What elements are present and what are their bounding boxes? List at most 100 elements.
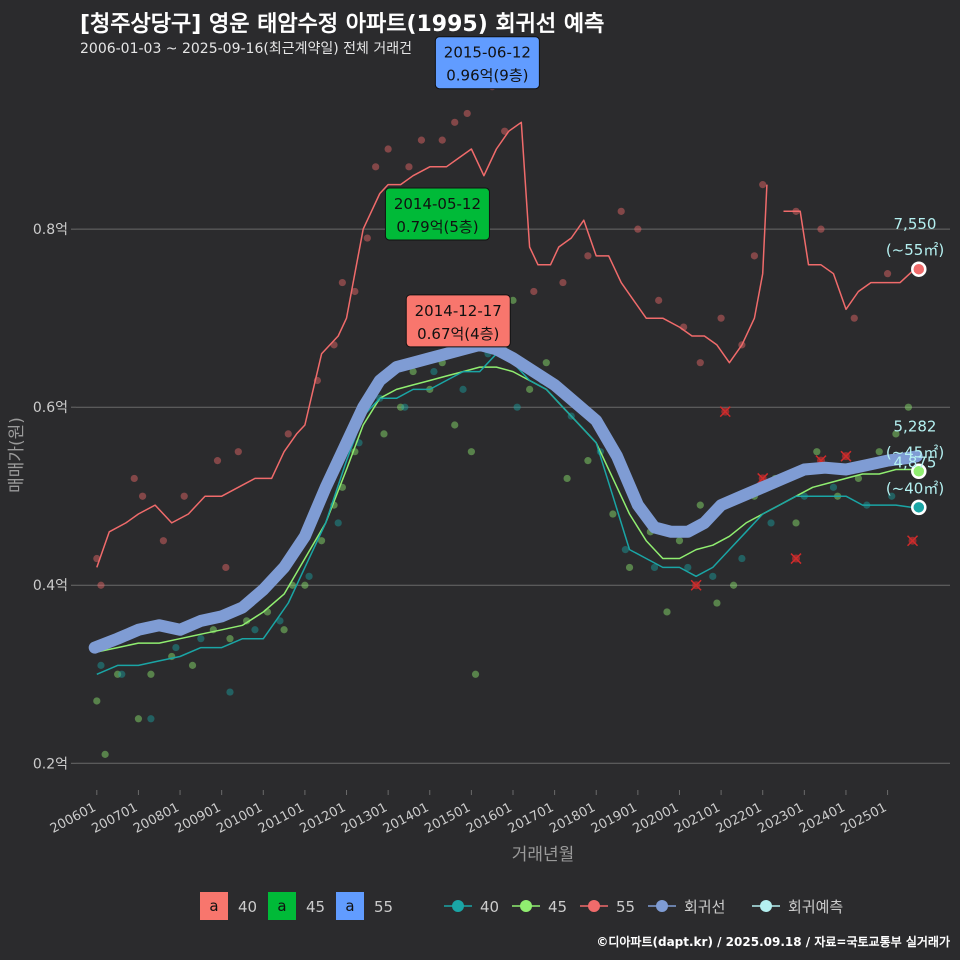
scatter-point-s55 <box>97 581 105 589</box>
annotation-value: 0.79억(5층) <box>396 218 478 236</box>
forecast-value-label: 7,550 <box>894 215 937 233</box>
recent-deal-cross <box>719 406 731 418</box>
scatter-point-s40 <box>767 519 775 527</box>
scatter-point-s40 <box>459 385 467 393</box>
scatter-point-s40 <box>684 563 692 572</box>
scatter-point-s40 <box>251 626 259 634</box>
scatter-point-s40 <box>97 661 105 669</box>
chart-subtitle: 2006-01-03 ~ 2025-09-16(최근계약일) 전체 거래건 <box>80 41 412 57</box>
chart-title: [청주상당구] 영운 태암수정 아파트(1995) 회귀선 예측 <box>80 12 605 37</box>
scatter-point-s55 <box>234 448 242 456</box>
x-axis-label: 거래년월 <box>512 845 575 865</box>
annotation-date: 2015-06-12 <box>444 44 531 62</box>
legend-line-text: 회귀예측 <box>788 898 843 916</box>
forecast-point-s55 <box>911 261 927 277</box>
scatter-point-s45 <box>526 385 534 393</box>
scatter-point-s55 <box>138 492 147 500</box>
scatter-point-s45 <box>584 457 592 465</box>
scatter-point-s55 <box>750 252 758 260</box>
scatter-point-s55 <box>338 278 346 287</box>
forecast-area-label: (~45㎡) <box>886 443 944 461</box>
y-tick-label: 0.4억 <box>33 578 68 594</box>
annotation-box <box>384 187 490 241</box>
x-tick-label: 202501 <box>839 800 890 837</box>
legend-label-glyph: a <box>209 897 218 915</box>
legend-label-text: 40 <box>238 898 257 916</box>
scatter-point-s45 <box>147 670 155 678</box>
scatter-point-s40 <box>147 715 155 723</box>
scatter-point-s45 <box>663 608 671 616</box>
recent-deal-cross <box>840 450 852 462</box>
scatter-point-s40 <box>513 403 521 411</box>
scatter-point-s40 <box>650 563 659 572</box>
scatter-point-s55 <box>501 127 509 135</box>
scatter-point-s45 <box>243 617 251 625</box>
scatter-point-s55 <box>284 430 292 438</box>
annotation-value: 0.67억(4층) <box>417 325 499 343</box>
x-tick-label: 200901 <box>173 800 224 837</box>
scatter-point-s40 <box>888 492 896 500</box>
x-tick-label: 202201 <box>714 800 765 837</box>
recent-deal-cross <box>690 579 702 591</box>
scatter-point-s45 <box>93 697 101 705</box>
scatter-point-s45 <box>263 608 272 616</box>
scatter-point-s45 <box>713 599 721 607</box>
legend-line-marker <box>520 900 532 912</box>
annotation-box <box>434 36 540 90</box>
legend-line-text: 회귀선 <box>684 898 725 916</box>
scatter-point-s55 <box>384 145 392 153</box>
x-tick-label: 202301 <box>755 800 806 837</box>
scatter-point-s55 <box>405 163 413 171</box>
scatter-point-s55 <box>717 314 725 322</box>
scatter-point-s55 <box>655 296 663 304</box>
scatter-point-s40 <box>334 519 342 527</box>
x-tick-label: 202401 <box>797 800 848 837</box>
legend-label-swatch <box>200 892 228 920</box>
scatter-point-s55 <box>417 136 426 144</box>
scatter-point-s45 <box>675 537 684 545</box>
scatter-point-s55 <box>817 225 825 233</box>
scatter-point-s45 <box>904 403 912 411</box>
x-tick-label: 200601 <box>48 800 99 837</box>
scatter-point-s40 <box>738 554 746 563</box>
legend-line-marker <box>588 900 600 912</box>
scatter-point-s45 <box>813 448 821 456</box>
scatter-point-s40 <box>829 483 838 491</box>
scatter-point-s55 <box>759 181 767 189</box>
scatter-point-s40 <box>118 670 126 678</box>
scatter-point-s55 <box>617 207 625 215</box>
scatter-point-s45 <box>696 501 704 509</box>
scatter-point-s45 <box>563 474 571 483</box>
annotation-box <box>405 294 511 348</box>
scatter-point-s55 <box>530 287 538 296</box>
source-caption: ©디아파트(dapt.kr) / 2025.09.18 / 자료=국토교통부 실… <box>596 935 950 949</box>
scatter-point-s45 <box>409 367 417 376</box>
scatter-point-s45 <box>467 448 475 456</box>
forecast-area-label: (~55㎡) <box>886 241 944 259</box>
forecast-value-label: 4,875 <box>894 453 937 471</box>
scatter-point-s40 <box>430 367 438 376</box>
scatter-point-s45 <box>471 670 480 678</box>
legend-line-marker <box>452 900 464 912</box>
legend-line-text: 45 <box>548 898 567 916</box>
scatter-point-s55 <box>850 314 858 322</box>
scatter-point-s55 <box>180 492 188 500</box>
scatter-point-s40 <box>305 572 313 580</box>
scatter-point-s55 <box>213 457 222 465</box>
scatter-point-s45 <box>451 421 459 429</box>
regression-line <box>88 338 923 654</box>
scatter-point-s55 <box>372 163 380 171</box>
scatter-point-s40 <box>621 546 629 554</box>
scatter-point-s55 <box>634 225 642 233</box>
y-tick-label: 0.2억 <box>33 756 68 772</box>
forecast-point-s45 <box>911 463 927 480</box>
scatter-point-s55 <box>883 270 892 278</box>
scatter-point-s55 <box>696 359 704 367</box>
scatter-point-s40 <box>276 617 284 625</box>
x-tick-label: 200801 <box>131 800 182 837</box>
scatter-point-s55 <box>222 563 230 572</box>
scatter-point-s40 <box>401 403 409 411</box>
scatter-point-s45 <box>114 670 122 678</box>
annotation-value: 0.96억(9층) <box>446 67 528 85</box>
